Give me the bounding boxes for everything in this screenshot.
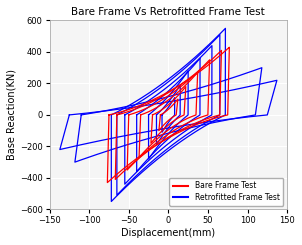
Legend: Bare Frame Test, Retrofitted Frame Test: Bare Frame Test, Retrofitted Frame Test xyxy=(169,178,283,206)
X-axis label: Displacement(mm): Displacement(mm) xyxy=(121,228,215,238)
Title: Bare Frame Vs Retrofitted Frame Test: Bare Frame Vs Retrofitted Frame Test xyxy=(72,7,265,17)
Y-axis label: Base Reaction(KN): Base Reaction(KN) xyxy=(7,69,17,160)
